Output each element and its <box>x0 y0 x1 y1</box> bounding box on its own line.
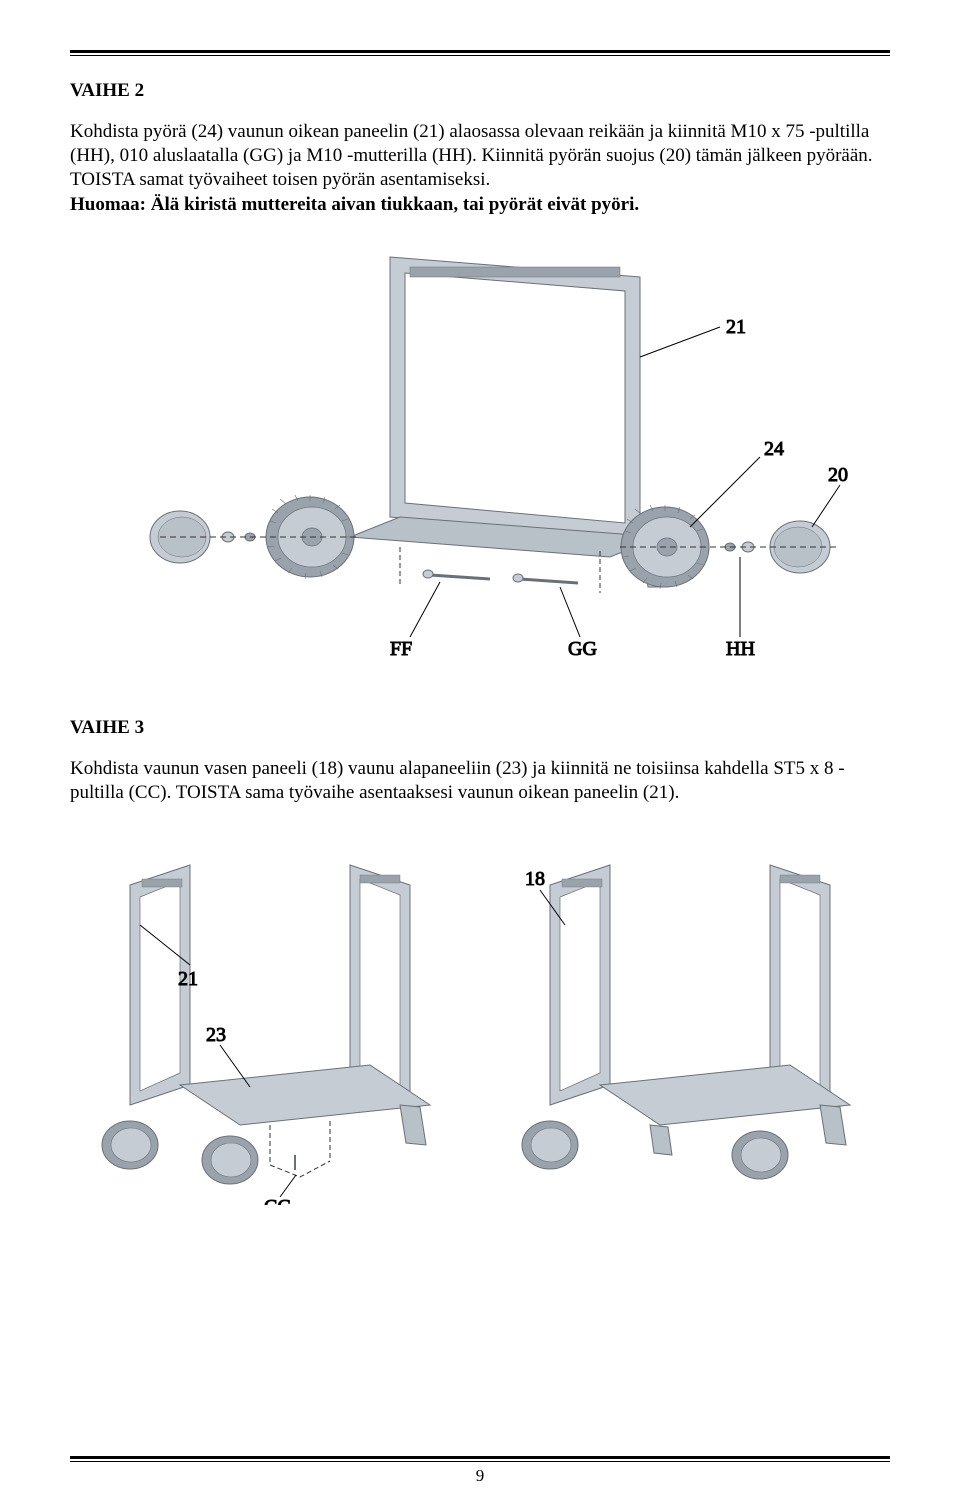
bottom-double-rule <box>70 1456 890 1462</box>
step2-title: VAIHE 2 <box>70 80 890 102</box>
diagram-step2: 21 24 20 FF GG HH <box>100 237 860 697</box>
label-20: 20 <box>828 464 848 486</box>
label-ff: FF <box>390 638 412 660</box>
label-gg: GG <box>568 638 597 660</box>
right-cart <box>522 865 850 1179</box>
label-cc: CC <box>264 1196 291 1205</box>
page-number: 9 <box>0 1466 960 1486</box>
label-23: 23 <box>206 1024 226 1046</box>
label-18: 18 <box>525 868 545 890</box>
label-21: 21 <box>726 316 746 338</box>
diagram-step3: 21 23 CC 18 <box>70 825 890 1205</box>
left-wheel-assembly <box>150 495 360 579</box>
label-21b: 21 <box>178 968 198 990</box>
left-cart <box>102 865 430 1184</box>
step2-paragraph: Kohdista pyörä (24) vaunun oikean paneel… <box>70 120 890 191</box>
right-wheel-assembly <box>620 505 840 589</box>
step3-paragraph: Kohdista vaunun vasen paneeli (18) vaunu… <box>70 757 890 805</box>
step3-title: VAIHE 3 <box>70 717 890 739</box>
frame-panel <box>350 257 668 587</box>
top-double-rule <box>70 50 890 56</box>
label-hh: HH <box>726 638 755 660</box>
label-24: 24 <box>764 438 784 460</box>
step2-note: Huomaa: Älä kiristä muttereita aivan tiu… <box>70 193 890 217</box>
